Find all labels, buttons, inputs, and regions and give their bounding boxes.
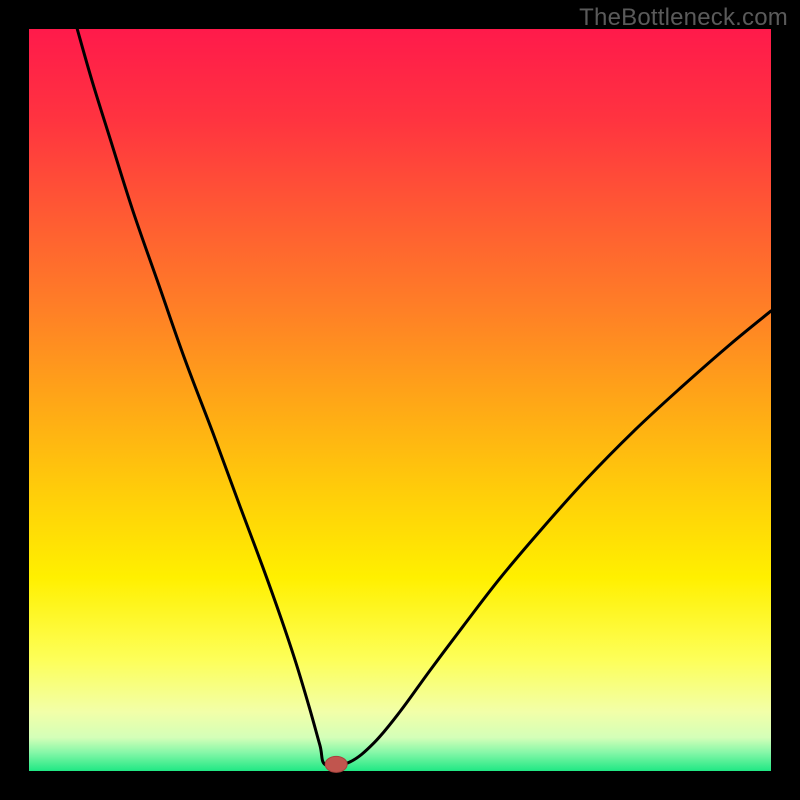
- watermark-text: TheBottleneck.com: [579, 4, 788, 32]
- bottleneck-chart: [0, 0, 800, 800]
- chart-stage: TheBottleneck.com: [0, 0, 800, 800]
- optimum-marker: [325, 756, 347, 772]
- plot-background: [29, 29, 771, 771]
